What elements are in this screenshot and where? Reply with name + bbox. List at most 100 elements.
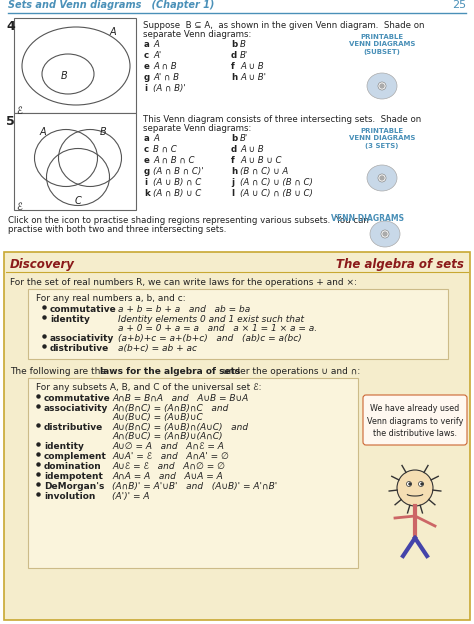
Circle shape bbox=[407, 482, 411, 487]
Text: B: B bbox=[100, 127, 107, 137]
Text: 25: 25 bbox=[452, 0, 466, 10]
Text: b: b bbox=[231, 134, 237, 143]
Text: A∩B = B∩A   and   A∪B = B∪A: A∩B = B∩A and A∪B = B∪A bbox=[112, 394, 248, 403]
Text: ℰ: ℰ bbox=[16, 202, 22, 212]
Text: e: e bbox=[144, 62, 150, 71]
Text: B ∩ C: B ∩ C bbox=[153, 145, 177, 154]
Text: A∩A = A   and   A∪A = A: A∩A = A and A∪A = A bbox=[112, 472, 223, 481]
Text: A ∪ B: A ∪ B bbox=[240, 145, 264, 154]
Ellipse shape bbox=[367, 73, 397, 99]
Text: associativity: associativity bbox=[50, 334, 114, 343]
Text: DeMorgan's: DeMorgan's bbox=[44, 482, 104, 491]
Text: For any subsets A, B, and C of the universal set ℰ:: For any subsets A, B, and C of the unive… bbox=[36, 383, 262, 392]
Text: (B ∩ C) ∪ A: (B ∩ C) ∪ A bbox=[240, 167, 288, 176]
Text: For any real numbers a, b, and c:: For any real numbers a, b, and c: bbox=[36, 294, 186, 303]
Text: 4: 4 bbox=[6, 20, 15, 33]
Text: A': A' bbox=[153, 51, 161, 60]
Text: Identity elements 0 and 1 exist such that: Identity elements 0 and 1 exist such tha… bbox=[118, 315, 304, 324]
Text: Suppose  B ⊆ A,  as shown in the given Venn diagram.  Shade on: Suppose B ⊆ A, as shown in the given Ven… bbox=[143, 21, 425, 30]
Text: practise with both two and three intersecting sets.: practise with both two and three interse… bbox=[8, 225, 227, 234]
Text: (a+b)+c = a+(b+c)   and   (ab)c = a(bc): (a+b)+c = a+(b+c) and (ab)c = a(bc) bbox=[118, 334, 302, 343]
Text: identity: identity bbox=[44, 442, 84, 451]
Text: A: A bbox=[153, 40, 159, 49]
Text: involution: involution bbox=[44, 492, 95, 501]
Text: c: c bbox=[144, 51, 149, 60]
Circle shape bbox=[419, 482, 423, 487]
Text: c: c bbox=[144, 145, 149, 154]
Circle shape bbox=[378, 82, 386, 90]
Text: (A ∩ C) ∪ (B ∩ C): (A ∩ C) ∪ (B ∩ C) bbox=[240, 178, 313, 187]
Text: associativity: associativity bbox=[44, 404, 109, 413]
Text: B: B bbox=[61, 71, 67, 81]
Text: Sets and Venn diagrams   (Chapter 1): Sets and Venn diagrams (Chapter 1) bbox=[8, 0, 214, 10]
Text: A ∪ B': A ∪ B' bbox=[240, 73, 266, 82]
Text: a + 0 = 0 + a = a   and   a × 1 = 1 × a = a.: a + 0 = 0 + a = a and a × 1 = 1 × a = a. bbox=[118, 324, 317, 333]
Text: B: B bbox=[240, 40, 246, 49]
Text: C: C bbox=[74, 196, 82, 206]
Text: (A ∩ B ∩ C)': (A ∩ B ∩ C)' bbox=[153, 167, 204, 176]
Text: A∪∅ = A   and   A∩ℰ = A: A∪∅ = A and A∩ℰ = A bbox=[112, 442, 224, 451]
Circle shape bbox=[383, 232, 387, 236]
Text: idempotent: idempotent bbox=[44, 472, 103, 481]
Text: (A∩B)' = A'∪B'   and   (A∪B)' = A'∩B': (A∩B)' = A'∪B' and (A∪B)' = A'∩B' bbox=[112, 482, 277, 491]
Circle shape bbox=[380, 176, 384, 180]
Text: commutative: commutative bbox=[50, 305, 117, 314]
Text: j: j bbox=[231, 178, 234, 187]
Text: a: a bbox=[144, 40, 150, 49]
Text: distributive: distributive bbox=[50, 344, 109, 353]
Text: A∪ℰ = ℰ   and   A∩∅ = ∅: A∪ℰ = ℰ and A∩∅ = ∅ bbox=[112, 462, 225, 471]
Text: 5: 5 bbox=[6, 115, 15, 128]
Text: under the operations ∪ and ∩:: under the operations ∪ and ∩: bbox=[220, 367, 360, 376]
Text: A ∪ B: A ∪ B bbox=[240, 62, 264, 71]
Text: (A ∪ C) ∩ (B ∪ C): (A ∪ C) ∩ (B ∪ C) bbox=[240, 189, 313, 198]
Text: Discovery: Discovery bbox=[10, 258, 75, 271]
Bar bbox=[14, 18, 136, 113]
Bar bbox=[14, 113, 136, 210]
Text: a + b = b + a   and   ab = ba: a + b = b + a and ab = ba bbox=[118, 305, 250, 314]
Text: The following are the: The following are the bbox=[10, 367, 109, 376]
FancyBboxPatch shape bbox=[4, 252, 470, 620]
Text: i: i bbox=[144, 84, 147, 93]
Circle shape bbox=[380, 84, 384, 88]
Text: A: A bbox=[110, 27, 117, 37]
Text: A∩(B∪C) = (A∩B)∪(A∩C): A∩(B∪C) = (A∩B)∪(A∩C) bbox=[112, 432, 222, 441]
Text: (A')' = A: (A')' = A bbox=[112, 492, 149, 501]
Circle shape bbox=[409, 483, 411, 485]
Circle shape bbox=[378, 174, 386, 182]
Text: separate Venn diagrams:: separate Venn diagrams: bbox=[143, 124, 251, 133]
Text: identity: identity bbox=[50, 315, 90, 324]
Text: ℰ: ℰ bbox=[16, 106, 22, 116]
Text: A: A bbox=[40, 127, 46, 137]
Circle shape bbox=[421, 483, 423, 485]
Text: d: d bbox=[231, 51, 237, 60]
Text: A∪A' = ℰ   and   A∩A' = ∅: A∪A' = ℰ and A∩A' = ∅ bbox=[112, 452, 229, 461]
Ellipse shape bbox=[367, 165, 397, 191]
Text: (A ∪ B) ∩ C: (A ∪ B) ∩ C bbox=[153, 178, 201, 187]
Circle shape bbox=[381, 230, 389, 238]
Text: f: f bbox=[231, 156, 235, 165]
Text: domination: domination bbox=[44, 462, 102, 471]
Text: i: i bbox=[144, 178, 147, 187]
Text: k: k bbox=[144, 189, 150, 198]
Text: A∪(B∪C) = (A∪B)∪C: A∪(B∪C) = (A∪B)∪C bbox=[112, 413, 203, 422]
Text: b: b bbox=[231, 40, 237, 49]
Text: The algebra of sets: The algebra of sets bbox=[336, 258, 464, 271]
Text: Click on the icon to practise shading regions representing various subsets.  You: Click on the icon to practise shading re… bbox=[8, 216, 369, 225]
Text: complement: complement bbox=[44, 452, 107, 461]
Text: laws for the algebra of sets: laws for the algebra of sets bbox=[100, 367, 240, 376]
Text: e: e bbox=[144, 156, 150, 165]
FancyBboxPatch shape bbox=[28, 378, 358, 568]
Text: VENN DIAGRAMS: VENN DIAGRAMS bbox=[331, 214, 404, 223]
Text: A ∪ B ∪ C: A ∪ B ∪ C bbox=[240, 156, 282, 165]
Text: a: a bbox=[144, 134, 150, 143]
Text: We have already used
Venn diagrams to verify
the distributive laws.: We have already used Venn diagrams to ve… bbox=[367, 404, 463, 438]
Text: For the set of real numbers R, we can write laws for the operations + and ×:: For the set of real numbers R, we can wr… bbox=[10, 278, 357, 287]
Text: B': B' bbox=[240, 51, 248, 60]
Text: PRINTABLE
VENN DIAGRAMS
(SUBSET): PRINTABLE VENN DIAGRAMS (SUBSET) bbox=[349, 34, 415, 55]
Text: This Venn diagram consists of three intersecting sets.  Shade on: This Venn diagram consists of three inte… bbox=[143, 115, 421, 124]
Text: A: A bbox=[153, 134, 159, 143]
FancyBboxPatch shape bbox=[28, 289, 448, 359]
Text: h: h bbox=[231, 73, 237, 82]
Text: g: g bbox=[144, 73, 150, 82]
Text: g: g bbox=[144, 167, 150, 176]
